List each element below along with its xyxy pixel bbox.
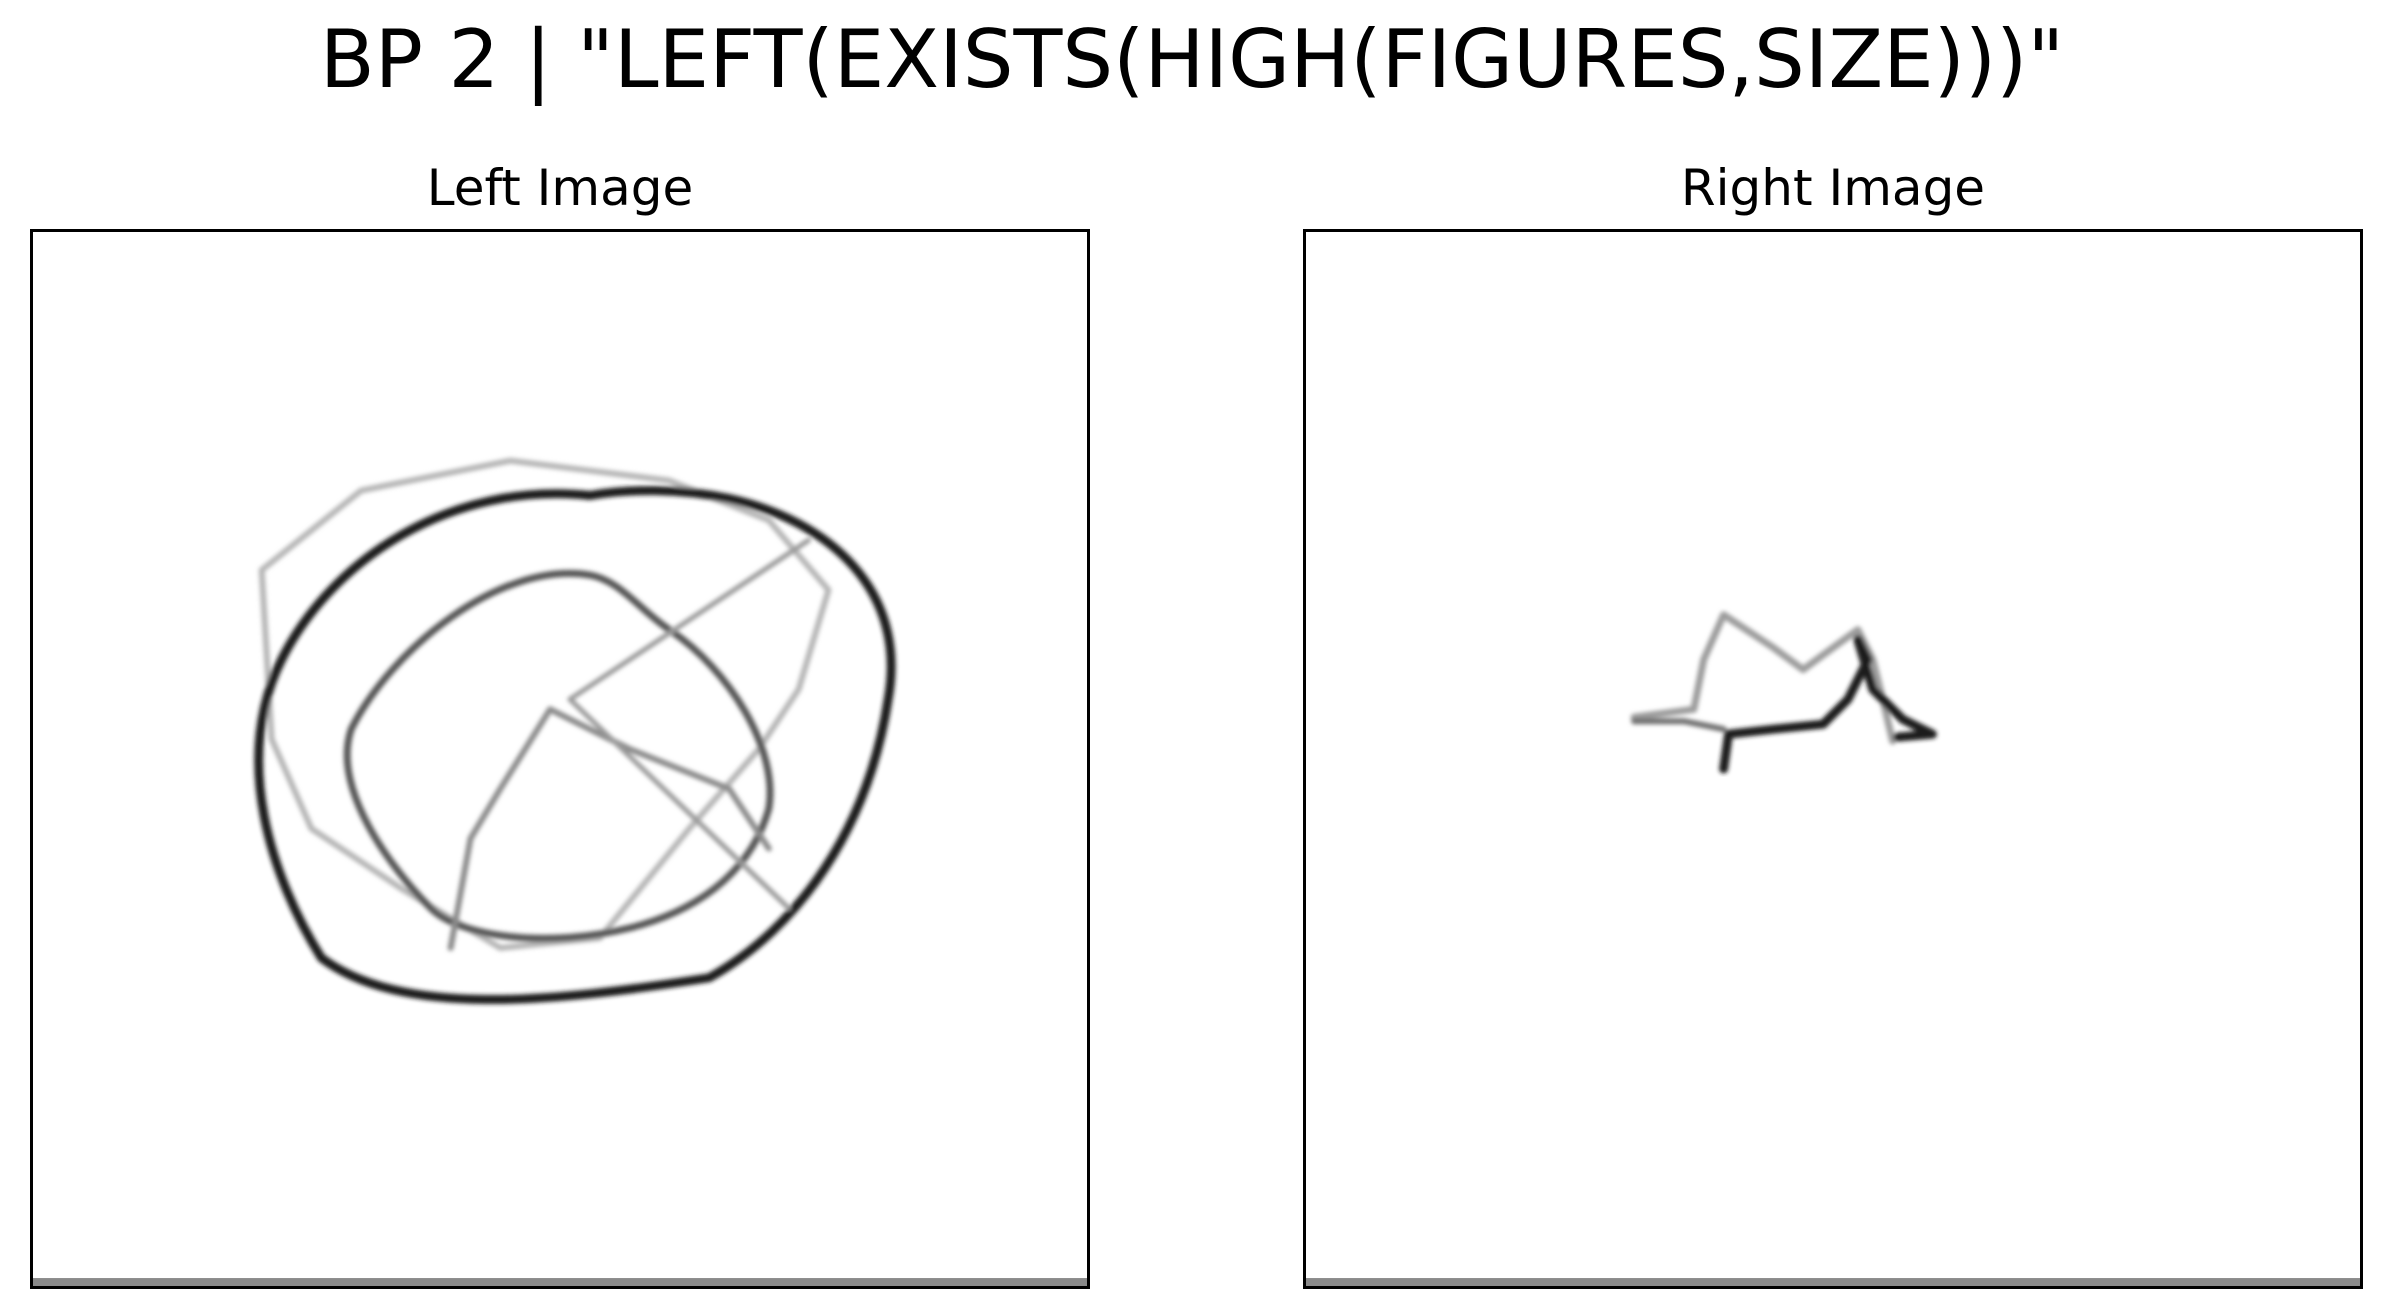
right-image-title: Right Image (1680, 159, 1986, 217)
left-image-panel (30, 229, 1090, 1289)
right-small-shape-dark (1719, 635, 1937, 774)
right-small-shape-mid (1631, 718, 1727, 733)
right-small-shape-light (1630, 611, 1897, 745)
left-image-title: Left Image (426, 159, 694, 217)
left-inner-arc (447, 706, 772, 951)
left-cross-line-1 (567, 537, 812, 702)
left-dark-large-loop (254, 486, 896, 1004)
figure-title: BP 2 | "LEFT(EXISTS(HIGH(FIGURES,SIZE)))… (319, 13, 2065, 106)
right-image-drawing (1306, 611, 2360, 1286)
left-image-drawing (33, 457, 1087, 1286)
left-inner-loop (343, 570, 774, 942)
left-panel-bottom-edge (33, 1278, 1087, 1286)
left-cross-line-2 (567, 696, 792, 911)
right-panel-bottom-edge (1306, 1278, 2360, 1286)
right-image-panel (1303, 229, 2363, 1289)
